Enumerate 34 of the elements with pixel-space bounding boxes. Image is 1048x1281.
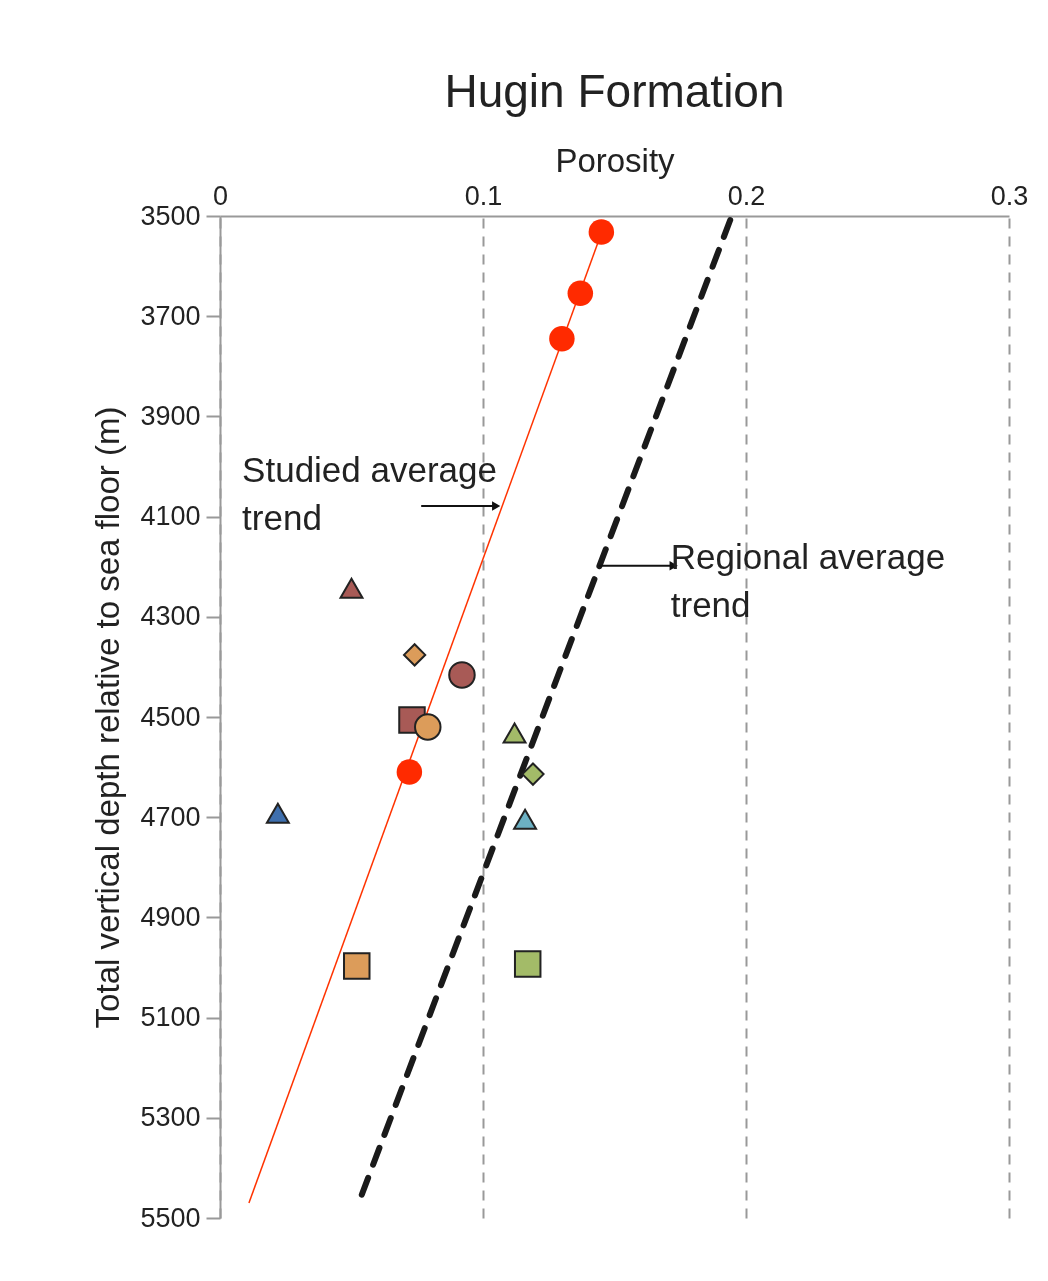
x-tick-label: 0	[212, 180, 229, 211]
y-tick-label: 4700	[140, 801, 201, 832]
point	[502, 722, 527, 744]
x-tick-label: 0.2	[727, 180, 766, 211]
x-axis-title: Porosity	[555, 141, 676, 179]
point	[521, 762, 545, 786]
point	[588, 219, 615, 245]
y-tick-label: 3700	[140, 300, 201, 331]
y-tick-label: 5100	[140, 1002, 201, 1033]
annotation: Studied average trend	[242, 450, 498, 538]
y-tick-label: 4500	[140, 701, 201, 732]
y-tick-label: 4300	[140, 601, 201, 632]
point	[414, 713, 442, 741]
y-tick-label: 4900	[140, 901, 201, 932]
point	[265, 802, 290, 824]
annotation: Regional average trend	[670, 536, 946, 624]
y-tick-label: 3900	[140, 400, 201, 431]
point	[567, 280, 594, 306]
point	[343, 952, 371, 980]
point	[403, 643, 427, 667]
y-tick-label: 5500	[140, 1202, 201, 1233]
x-tick-label: 0.3	[990, 180, 1029, 211]
y-tick-label: 5300	[140, 1102, 201, 1133]
point	[448, 661, 476, 689]
chart-title: Hugin Formation	[444, 65, 785, 117]
point	[513, 950, 542, 978]
point	[339, 577, 364, 599]
point	[513, 808, 538, 830]
point	[549, 326, 575, 352]
point	[396, 759, 423, 785]
y-tick-label: 3500	[140, 200, 201, 231]
y-axis-title: Total vertical depth relative to sea floor (m)	[89, 406, 127, 1029]
x-tick-label: 0.1	[464, 180, 503, 211]
y-tick-label: 4100	[140, 501, 201, 532]
